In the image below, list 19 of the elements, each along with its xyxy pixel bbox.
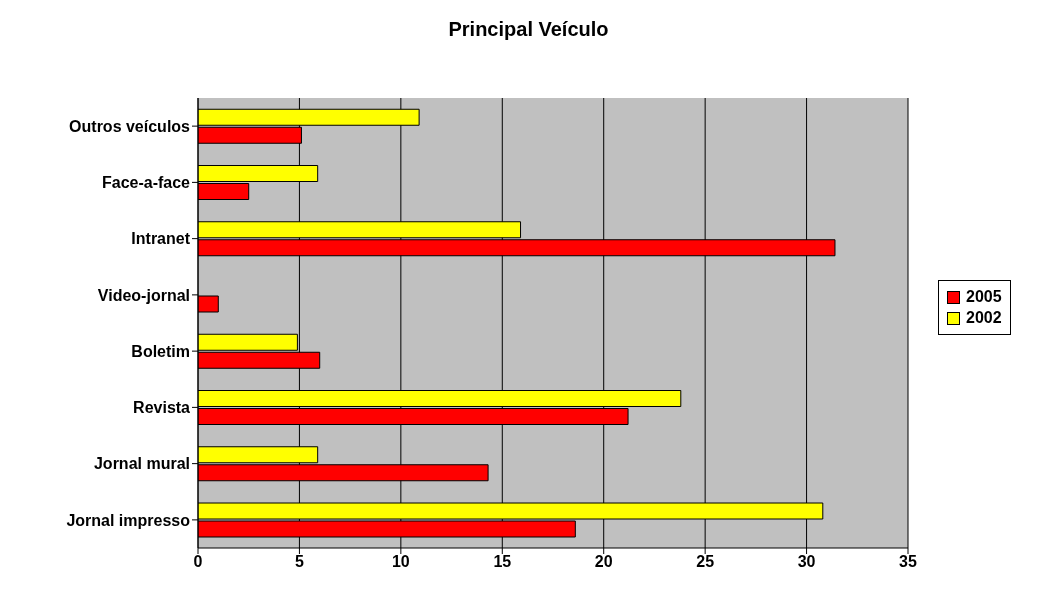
x-tick-label: 25 [696, 553, 715, 571]
y-tick-label: Jornal mural [93, 455, 190, 473]
x-tick-label: 0 [193, 553, 203, 571]
x-tick-label: 35 [899, 553, 917, 571]
y-tick-label: Revista [133, 399, 191, 417]
legend-label: 2002 [965, 309, 1002, 327]
x-tick-label: 30 [797, 553, 816, 571]
y-tick-label: Video-jornal [97, 286, 190, 304]
y-tick-label: Jornal impresso [66, 511, 191, 529]
x-tick-label: 10 [391, 553, 410, 571]
x-tick-label: 20 [594, 553, 613, 571]
y-tick-label: Intranet [131, 230, 191, 248]
x-tick-label: 15 [493, 553, 512, 571]
chart-title: Principal Veículo [447, 17, 610, 42]
y-tick-label: Boletim [131, 342, 190, 360]
legend-label: 2005 [965, 288, 1002, 306]
y-tick-label: Outros veículos [69, 117, 191, 135]
y-tick-label: Face-a-face [101, 174, 191, 192]
x-tick-label: 5 [294, 553, 304, 571]
